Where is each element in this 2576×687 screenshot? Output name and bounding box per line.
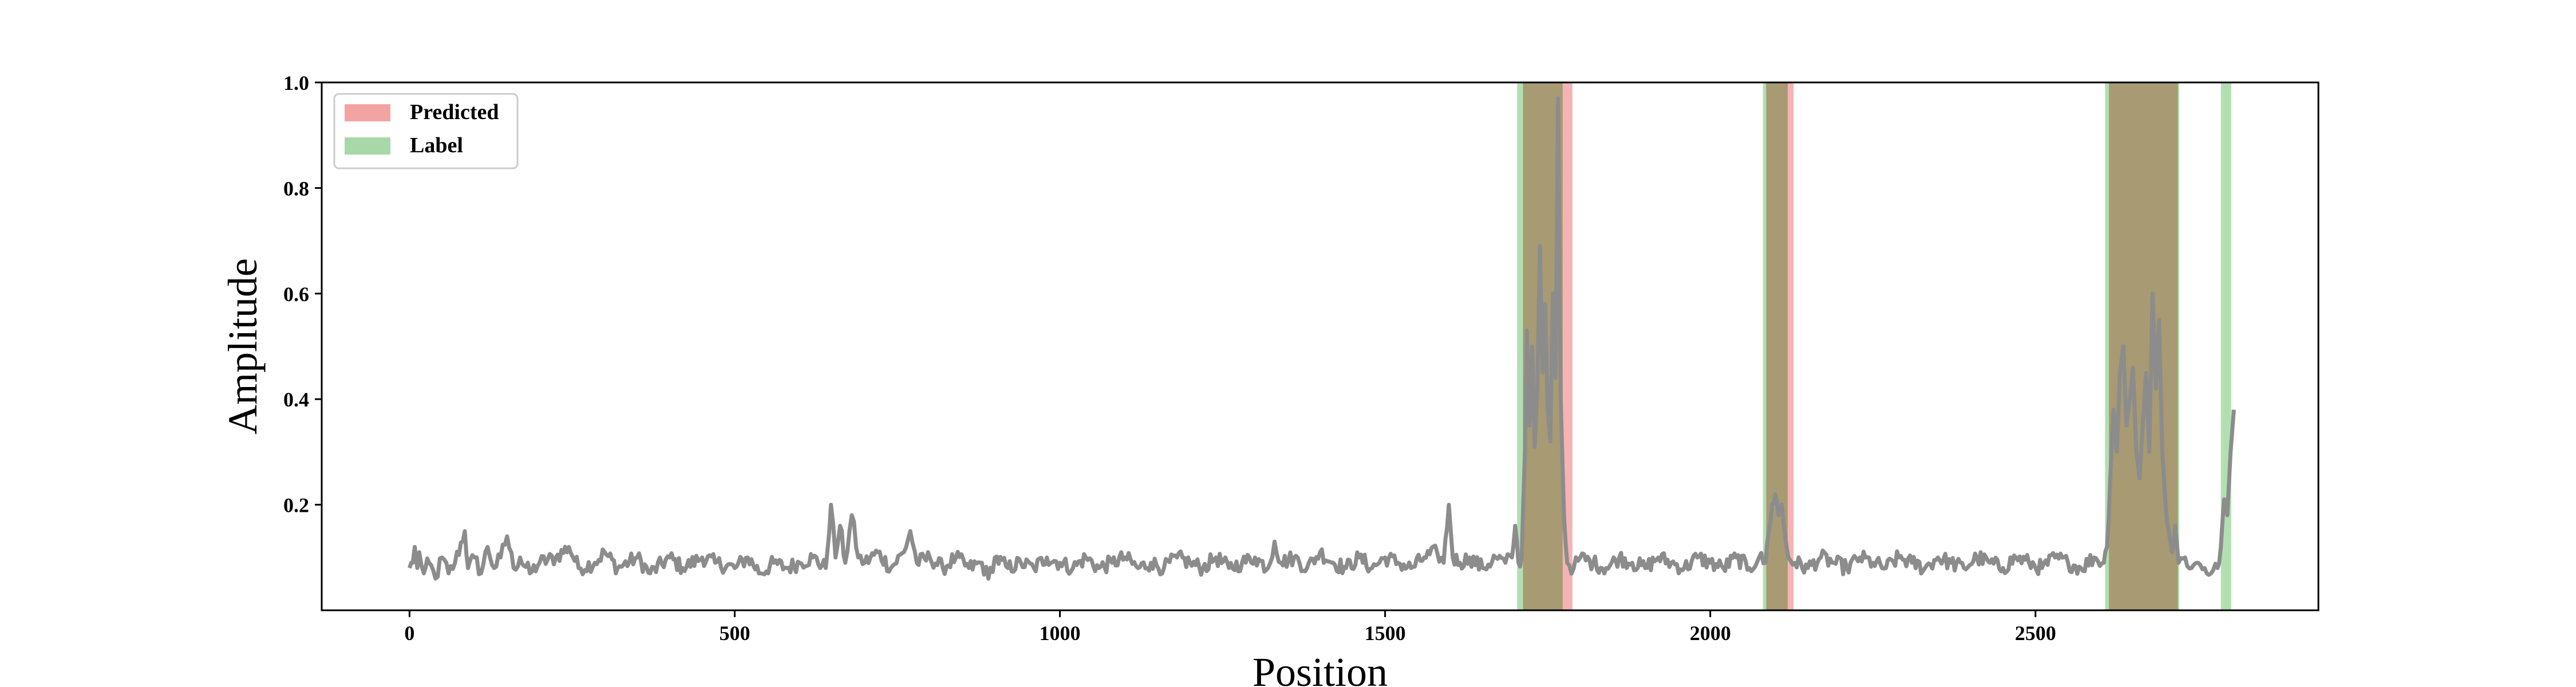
x-tick-label: 0	[404, 622, 414, 645]
legend-swatch-predicted	[345, 104, 390, 121]
y-axis-label: Amplitude	[220, 258, 266, 435]
x-tick-label: 500	[719, 622, 750, 645]
x-tick-label: 2500	[2015, 622, 2056, 645]
legend-label-predicted: Predicted	[410, 100, 499, 124]
plot-area: 0 500 1000 1500 2000 2500 0.2 0.4 0.6 0.8 1.0	[283, 72, 2320, 645]
x-axis-label: Position	[1253, 649, 1388, 687]
y-tick-label: 0.8	[283, 177, 309, 200]
legend-swatch-label	[345, 137, 390, 155]
x-axis-ticks: 0 500 1000 1500 2000 2500	[404, 610, 2056, 645]
axes-frame	[321, 81, 2320, 611]
y-tick-label: 0.4	[283, 388, 309, 411]
x-tick-label: 1500	[1365, 622, 1406, 645]
x-tick-label: 2000	[1690, 622, 1731, 645]
signal-line	[408, 96, 2236, 581]
y-tick-label: 1.0	[283, 72, 309, 94]
y-tick-label: 0.6	[283, 283, 309, 306]
x-tick-label: 1000	[1040, 622, 1081, 645]
y-axis-ticks: 0.2 0.4 0.6 0.8 1.0	[283, 72, 322, 517]
legend: Predicted Label	[333, 93, 519, 169]
y-tick-label: 0.2	[283, 494, 309, 517]
legend-label-label: Label	[410, 133, 463, 157]
